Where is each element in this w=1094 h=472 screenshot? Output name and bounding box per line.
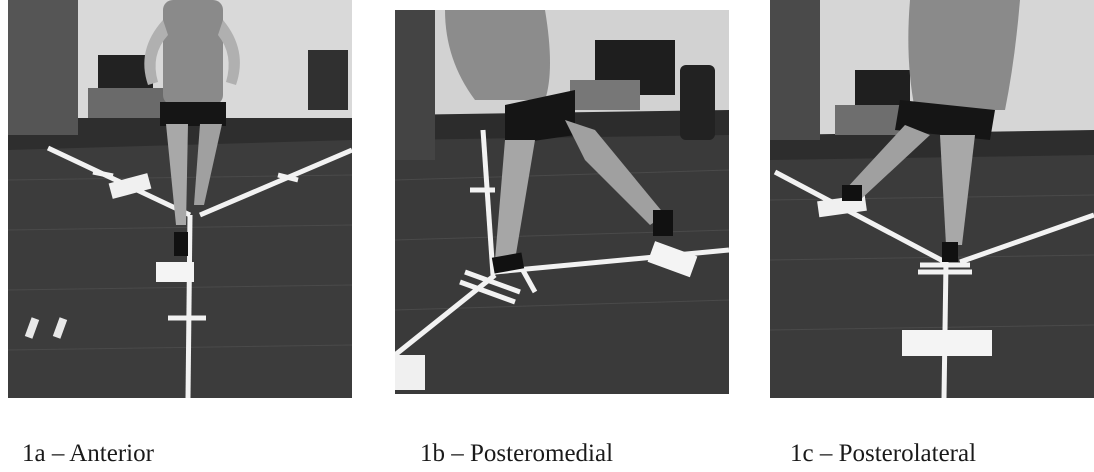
photo-posterolateral	[770, 0, 1094, 398]
photo-anterior	[8, 0, 352, 398]
caption: 1c – Posterolateral	[790, 440, 977, 467]
caption: 1a – Anterior	[22, 440, 154, 467]
photo-posteromedial	[395, 10, 729, 394]
caption: 1b – Posteromedial	[420, 440, 614, 467]
